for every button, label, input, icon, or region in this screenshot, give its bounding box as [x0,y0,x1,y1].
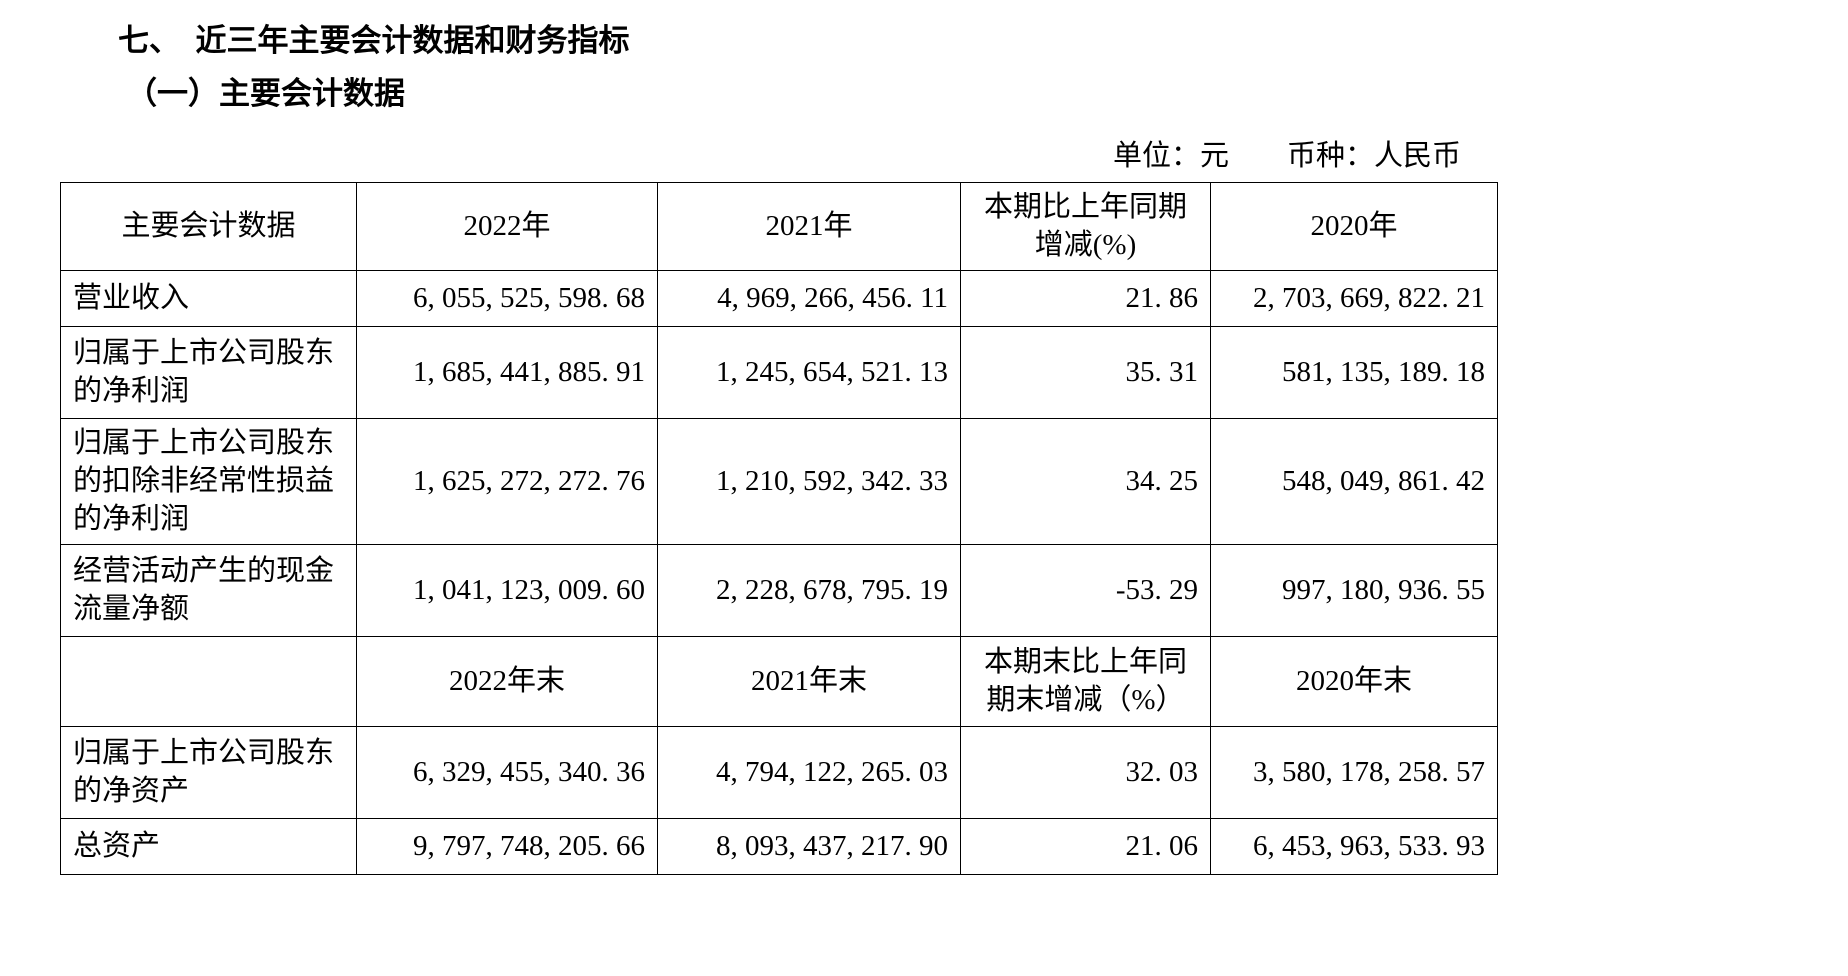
cell-deducted-net-profit-2020: 548, 049, 861. 42 [1210,417,1498,545]
subsection-title: （一）主要会计数据 [126,75,405,111]
cell-net-profit-2022: 1, 685, 441, 885. 91 [356,325,658,419]
cell-operating-cash-flow-2020: 997, 180, 936. 55 [1210,543,1498,637]
cell-net-assets-change: 32. 03 [960,725,1211,819]
cell-operating-revenue-2021: 4, 969, 266, 456. 11 [657,269,961,327]
table-row-operating-revenue: 营业收入 6, 055, 525, 598. 68 4, 969, 266, 4… [60,269,1498,327]
cell-net-assets-2022-end: 6, 329, 455, 340. 36 [356,725,658,819]
table-subheader-row-year-end: 2022年末 2021年末 本期末比上年同期末增减（%） 2020年末 [60,635,1498,727]
cell-empty [60,635,357,727]
cell-deducted-net-profit-2021: 1, 210, 592, 342. 33 [657,417,961,545]
col-subheader-2021-end: 2021年末 [657,635,961,727]
cell-total-assets-2020-end: 6, 453, 963, 533. 93 [1210,817,1498,875]
cell-net-assets-2020-end: 3, 580, 178, 258. 57 [1210,725,1498,819]
col-header-2022: 2022年 [356,181,658,271]
unit-currency-note: 单位：元 币种：人民币 [1112,139,1461,172]
col-header-2020: 2020年 [1210,181,1498,271]
table-row-total-assets: 总资产 9, 797, 748, 205. 66 8, 093, 437, 21… [60,817,1498,875]
section-title: 七、 近三年主要会计数据和财务指标 [118,23,630,58]
cell-operating-revenue-2022: 6, 055, 525, 598. 68 [356,269,658,327]
col-subheader-2020-end: 2020年末 [1210,635,1498,727]
table-row-net-profit-attributable: 归属于上市公司股东的净利润 1, 685, 441, 885. 91 1, 24… [60,325,1498,419]
cell-total-assets-change: 21. 06 [960,817,1211,875]
cell-operating-cash-flow-2022: 1, 041, 123, 009. 60 [356,543,658,637]
document-page: 七、 近三年主要会计数据和财务指标 （一）主要会计数据 单位：元 币种：人民币 … [60,23,1498,875]
col-header-change: 本期比上年同期增减(%) [960,181,1211,271]
table-row-deducted-net-profit: 归属于上市公司股东的扣除非经常性损益的净利润 1, 625, 272, 272.… [60,417,1498,545]
cell-net-profit-2020: 581, 135, 189. 18 [1210,325,1498,419]
cell-net-assets-2021-end: 4, 794, 122, 265. 03 [657,725,961,819]
row-label-deducted-net-profit: 归属于上市公司股东的扣除非经常性损益的净利润 [60,417,357,545]
table-header-row: 主要会计数据 2022年 2021年 本期比上年同期增减(%) 2020年 [60,181,1498,271]
cell-deducted-net-profit-change: 34. 25 [960,417,1211,545]
key-accounting-data-table: 主要会计数据 2022年 2021年 本期比上年同期增减(%) 2020年 营业… [60,181,1498,875]
cell-net-profit-change: 35. 31 [960,325,1211,419]
cell-deducted-net-profit-2022: 1, 625, 272, 272. 76 [356,417,658,545]
row-label-total-assets: 总资产 [60,817,357,875]
cell-operating-revenue-change: 21. 86 [960,269,1211,327]
table-row-operating-cash-flow: 经营活动产生的现金流量净额 1, 041, 123, 009. 60 2, 22… [60,543,1498,637]
row-label-net-profit-attributable: 归属于上市公司股东的净利润 [60,325,357,419]
cell-operating-cash-flow-2021: 2, 228, 678, 795. 19 [657,543,961,637]
col-header-2021: 2021年 [657,181,961,271]
col-subheader-2022-end: 2022年末 [356,635,658,727]
cell-operating-revenue-2020: 2, 703, 669, 822. 21 [1210,269,1498,327]
row-label-operating-cash-flow: 经营活动产生的现金流量净额 [60,543,357,637]
col-header-metric: 主要会计数据 [60,181,357,271]
cell-operating-cash-flow-change: -53. 29 [960,543,1211,637]
cell-total-assets-2022-end: 9, 797, 748, 205. 66 [356,817,658,875]
cell-total-assets-2021-end: 8, 093, 437, 217. 90 [657,817,961,875]
row-label-operating-revenue: 营业收入 [60,269,357,327]
col-subheader-change-end: 本期末比上年同期末增减（%） [960,635,1211,727]
cell-net-profit-2021: 1, 245, 654, 521. 13 [657,325,961,419]
table-row-net-assets-attributable: 归属于上市公司股东的净资产 6, 329, 455, 340. 36 4, 79… [60,725,1498,819]
row-label-net-assets-attributable: 归属于上市公司股东的净资产 [60,725,357,819]
